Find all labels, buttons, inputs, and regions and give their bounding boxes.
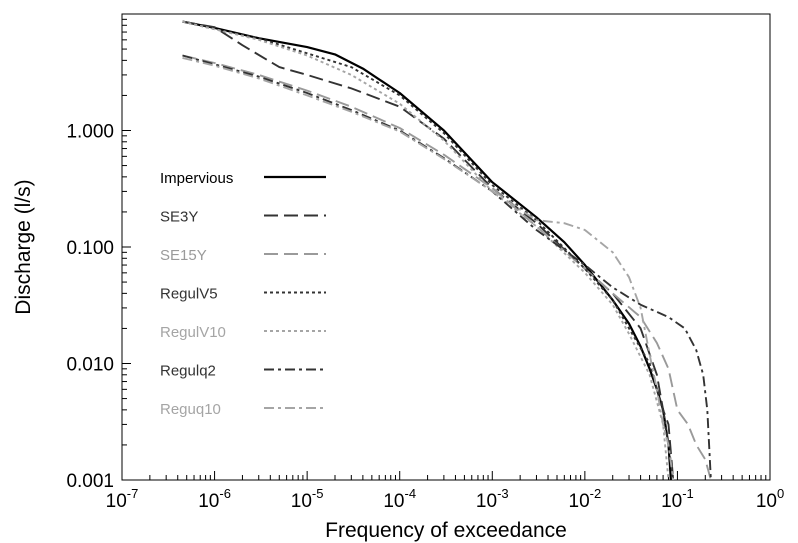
series-line-impervious	[182, 20, 672, 480]
y-tick-label: 0.010	[66, 355, 114, 376]
y-tick-label: 0.100	[66, 238, 114, 259]
y-tick-label: 1.000	[66, 122, 114, 143]
legend-label-reguq10: Reguq10	[160, 401, 221, 418]
legend-label-regulv10: RegulV10	[160, 324, 226, 341]
x-axis-ticks: 10-7 10-6 10-5 10-4 10-3 10-2 10-1 100	[106, 471, 784, 512]
legend-label-se3y: SE3Y	[160, 209, 198, 226]
x-axis-label: Frequency of exceedance	[325, 519, 567, 542]
y-axis-label: Discharge (l/s)	[12, 179, 35, 314]
series-line-regulq2	[182, 54, 712, 480]
y-tick-label: 0.001	[66, 471, 114, 492]
legend-label-impervious: Impervious	[160, 170, 233, 187]
series-lines	[182, 20, 712, 480]
y-axis-ticks: 0.001 0.010 0.100 1.000	[66, 18, 131, 492]
x-tick-label: 10-3	[476, 486, 509, 512]
legend-label-se15y: SE15Y	[160, 247, 207, 264]
series-line-se15y	[182, 54, 712, 480]
x-tick-label: 10-5	[291, 486, 324, 512]
series-line-reguq10	[182, 56, 675, 480]
x-tick-label: 10-7	[106, 486, 139, 512]
series-line-se3y	[182, 20, 675, 480]
x-tick-label: 100	[756, 486, 784, 512]
x-tick-label: 10-2	[569, 486, 602, 512]
series-line-regulv10	[182, 20, 670, 480]
legend: Impervious SE3Y SE15Y RegulV5 RegulV10 Regulq…	[160, 170, 326, 418]
x-tick-label: 10-4	[383, 486, 416, 512]
legend-label-regulv5: RegulV5	[160, 286, 218, 303]
legend-label-regulq2: Regulq2	[160, 363, 216, 380]
x-tick-label: 10-1	[661, 486, 694, 512]
series-line-regulv5	[182, 20, 675, 480]
x-tick-label: 10-6	[198, 486, 231, 512]
